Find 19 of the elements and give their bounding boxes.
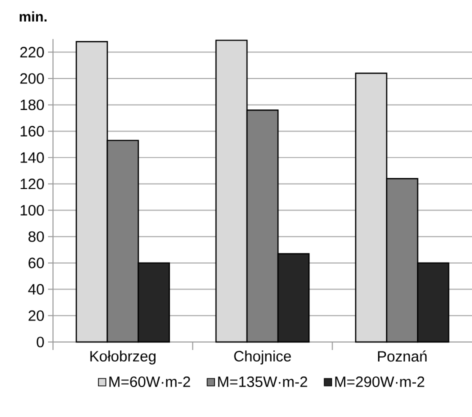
y-tick-label: 120 [20, 178, 44, 190]
y-tick-label: 80 [28, 231, 44, 242]
legend-label: M=135W·m-2 [218, 376, 308, 388]
x-tick-label: Chojnice [234, 350, 291, 364]
y-tick-label: 20 [28, 310, 44, 321]
y-tick-label: 180 [20, 100, 44, 110]
y-tick-label: 200 [20, 73, 44, 84]
legend-label: M=290W·m-2 [335, 376, 424, 388]
y-tick-label: 0 [36, 336, 44, 348]
y-axis-title: min. [20, 11, 47, 22]
y-tick-label: 160 [20, 126, 44, 136]
x-tick-label: Poznań [378, 350, 427, 362]
legend-label: M=60W·m-2 [109, 376, 190, 388]
y-tick-label: 220 [20, 46, 44, 58]
y-tick-label: 60 [28, 258, 44, 268]
y-tick-label: 100 [20, 204, 44, 216]
x-tick-label: Kołobrzeg [90, 350, 156, 364]
y-tick-label: 140 [20, 152, 44, 163]
y-tick-label: 40 [28, 284, 44, 295]
